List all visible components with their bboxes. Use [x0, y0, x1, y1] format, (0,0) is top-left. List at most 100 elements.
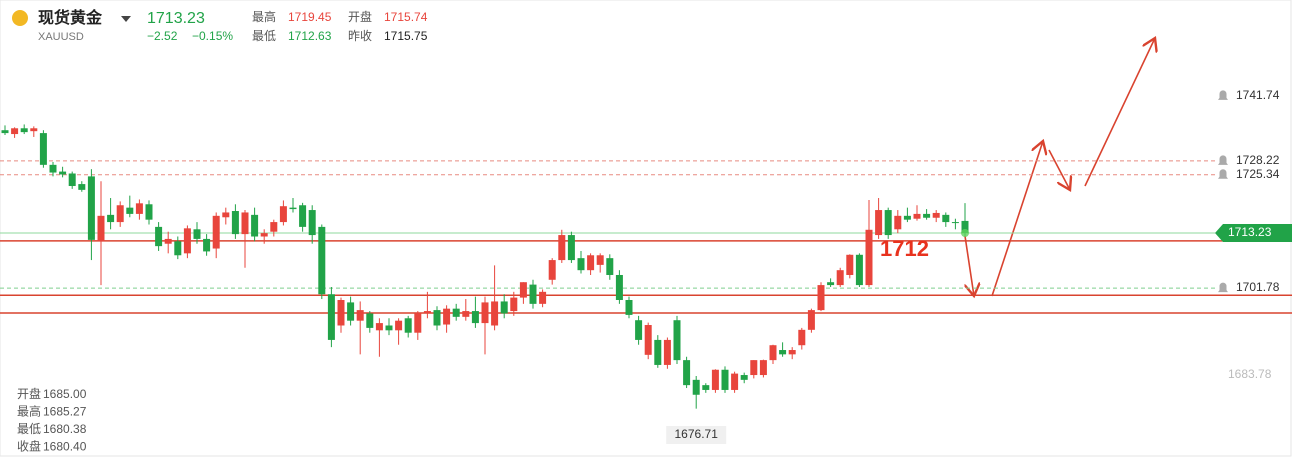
candle-body — [567, 235, 575, 261]
candle-body — [846, 254, 854, 275]
gold-icon — [12, 10, 28, 26]
price: 1713.23 — [147, 10, 205, 27]
candle-body — [212, 215, 220, 249]
candle-body — [337, 300, 345, 326]
candle-body — [596, 255, 604, 265]
candle-body — [529, 284, 537, 304]
alert-label: 1701.78 — [1236, 280, 1280, 294]
target-label: 1712 — [880, 236, 929, 261]
candle-body — [375, 323, 383, 331]
candle-body — [308, 210, 316, 236]
candle-body — [702, 385, 710, 390]
candle-body — [913, 213, 921, 219]
candle-body — [145, 204, 153, 220]
candle-body — [260, 233, 268, 237]
alert-label: 1741.74 — [1236, 88, 1280, 102]
candle-body — [587, 255, 595, 271]
candle-body — [251, 214, 259, 237]
candle-body — [635, 320, 643, 340]
candle-body — [961, 220, 969, 233]
candle-body — [836, 270, 844, 286]
candle-body — [875, 210, 883, 236]
candle-body — [884, 210, 892, 236]
candle-body — [203, 238, 211, 252]
candle-body — [126, 207, 134, 214]
change: −2.52 — [147, 29, 178, 43]
candle-body — [548, 260, 556, 280]
candle-body — [356, 310, 364, 321]
candle-body — [865, 229, 873, 286]
stat-value: 1715.74 — [384, 10, 428, 24]
candle-body — [452, 308, 460, 317]
hover-label: 最高 — [17, 404, 41, 419]
hover-label: 最低 — [17, 422, 41, 436]
candle-body — [78, 184, 86, 190]
candle-body — [539, 291, 547, 304]
candle-body — [932, 212, 940, 218]
candle-body — [615, 274, 623, 301]
hover-value: 1685.00 — [43, 387, 87, 401]
candle-body — [155, 226, 163, 247]
asset-name[interactable]: 现货黄金 — [38, 8, 103, 27]
candle-body — [395, 320, 403, 331]
candle-body — [366, 313, 374, 328]
candle-body — [519, 282, 527, 298]
stat-label: 最高 — [252, 9, 276, 24]
candle-body — [779, 350, 787, 355]
stat-value: 1719.45 — [288, 10, 332, 24]
candle-body — [97, 215, 105, 242]
candle-body — [423, 311, 431, 313]
candle-body — [443, 308, 451, 325]
candle-body — [817, 285, 825, 311]
candle-body — [347, 302, 355, 321]
candle-body — [577, 258, 585, 271]
forecast-arrows — [965, 38, 1155, 296]
dropdown-caret[interactable] — [121, 16, 131, 22]
candle-body — [193, 229, 201, 239]
low-label-box — [666, 426, 727, 444]
candle-body — [625, 300, 633, 315]
candle-body — [318, 226, 326, 295]
candle-body — [433, 310, 441, 326]
candle-body — [510, 297, 518, 312]
candle-body — [222, 212, 230, 218]
low-label: 1676.71 — [675, 427, 719, 441]
candle-body — [231, 211, 239, 235]
candle-body — [68, 173, 76, 187]
candle-body — [241, 212, 249, 235]
candle-body — [769, 345, 777, 361]
candle-body — [414, 312, 422, 333]
candle-body — [59, 171, 67, 175]
alert-label: 1725.34 — [1236, 167, 1280, 181]
candle-body — [654, 339, 662, 365]
candle-body — [644, 325, 652, 355]
candle-body — [942, 214, 950, 223]
last-price-label: 1713.23 — [1228, 225, 1272, 239]
change-pct: −0.15% — [192, 29, 233, 43]
last-dot — [961, 228, 969, 237]
candle-body — [279, 206, 287, 223]
candle-body — [289, 207, 297, 210]
candle-body — [20, 128, 28, 133]
candle-body — [673, 320, 681, 361]
candle-body — [807, 310, 815, 330]
candle-body — [87, 176, 95, 240]
candle-body — [462, 311, 470, 317]
candle-body — [606, 258, 614, 275]
candle-body — [30, 128, 38, 132]
bell-icon — [1218, 169, 1228, 179]
hover-label: 收盘 — [17, 439, 41, 454]
bell-icon — [1218, 90, 1228, 100]
last-price-tag — [1215, 223, 1292, 242]
stat-label: 昨收 — [348, 29, 372, 43]
symbol: XAUUSD — [38, 31, 84, 43]
hover-value: 1680.40 — [43, 440, 87, 454]
hover-value: 1685.27 — [43, 405, 87, 419]
candle-body — [692, 379, 700, 395]
candle-body — [558, 235, 566, 261]
candle-body — [894, 215, 902, 230]
stat-value: 1715.75 — [384, 29, 428, 43]
